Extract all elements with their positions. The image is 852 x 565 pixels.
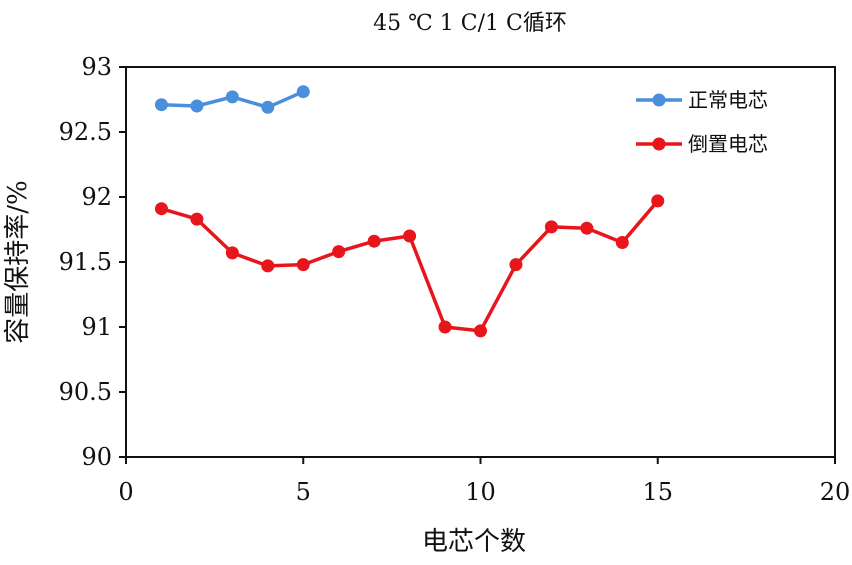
data-point	[580, 221, 594, 235]
data-point	[509, 258, 523, 272]
data-point	[651, 194, 665, 208]
x-tick-label: 15	[642, 478, 673, 506]
data-point	[190, 212, 204, 226]
legend-label: 倒置电芯	[688, 132, 768, 156]
data-point	[225, 90, 239, 104]
series-1	[154, 85, 310, 114]
data-point	[403, 229, 417, 243]
y-axis-ticks: 90 90.5 91 91.5 92 92.5 93	[59, 53, 126, 471]
data-point	[474, 324, 487, 338]
series-layer	[154, 85, 665, 338]
legend-marker	[652, 137, 666, 151]
legend-item: 倒置电芯	[636, 132, 768, 156]
y-tick-label: 92.5	[59, 118, 112, 146]
series-line	[160, 199, 660, 333]
x-tick-label: 5	[296, 478, 311, 506]
data-point	[190, 99, 204, 113]
y-tick-label: 90.5	[59, 378, 112, 406]
y-tick-label: 93	[81, 53, 112, 81]
data-point	[154, 202, 168, 216]
x-tick-label: 10	[465, 478, 496, 506]
x-tick-label: 20	[820, 478, 851, 506]
legend-item: 正常电芯	[636, 88, 768, 112]
data-point	[615, 236, 629, 249]
series-2	[154, 194, 665, 338]
data-point	[367, 234, 381, 248]
data-point	[296, 258, 310, 272]
chart-title: 45 ℃ 1 C/1 C循环	[373, 11, 567, 36]
y-tick-label: 90	[81, 443, 112, 471]
x-axis-ticks: 0 5 10 15 20	[118, 457, 850, 506]
y-tick-label: 91.5	[59, 248, 112, 276]
data-point	[332, 245, 346, 259]
data-point	[296, 85, 310, 99]
y-tick-label: 92	[81, 183, 112, 211]
legend-label: 正常电芯	[688, 88, 768, 112]
data-point	[261, 100, 275, 114]
y-axis-label: 容量保持率/%	[3, 180, 33, 343]
x-axis-label: 电芯个数	[422, 527, 526, 557]
data-point	[438, 320, 452, 334]
data-point	[261, 259, 275, 273]
plot-area-frame	[125, 66, 836, 458]
data-point	[225, 246, 239, 260]
legend-marker	[652, 93, 666, 107]
y-tick-label: 91	[81, 313, 112, 341]
x-tick-label: 0	[118, 478, 133, 506]
data-point	[544, 220, 558, 234]
data-point	[154, 98, 168, 112]
